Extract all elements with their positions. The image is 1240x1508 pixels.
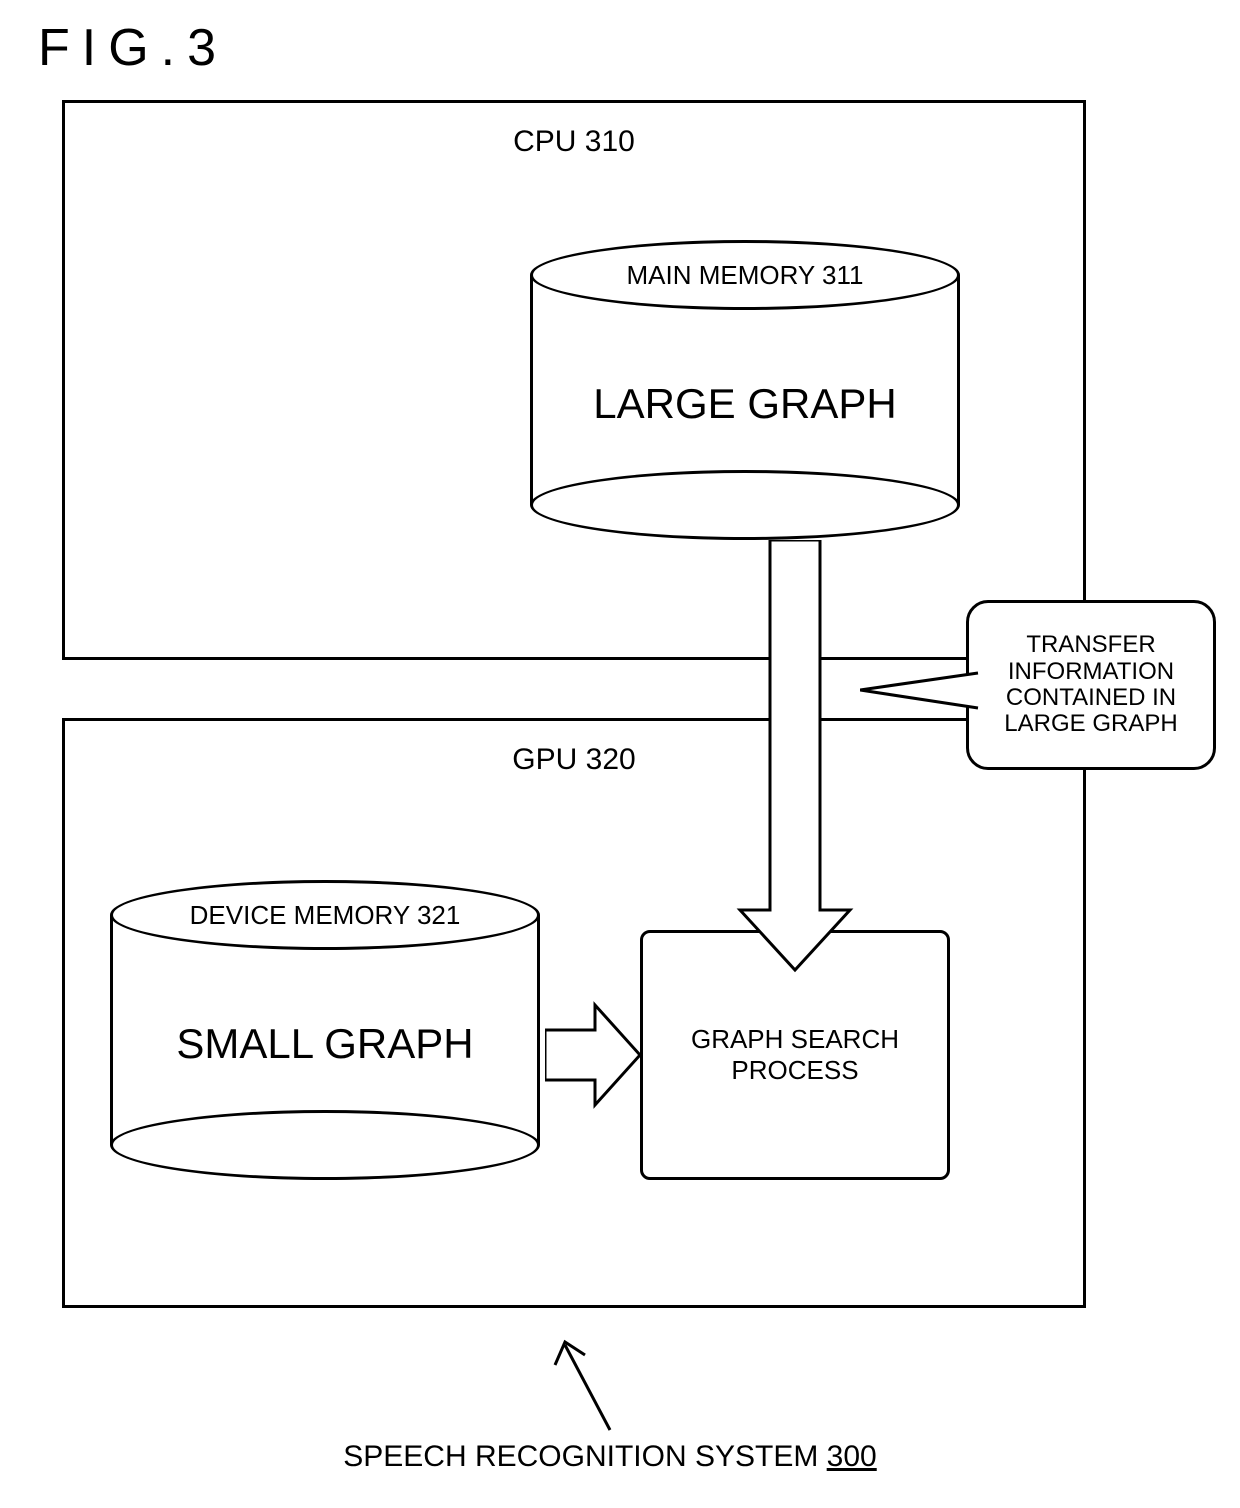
callout-tail-icon [860, 668, 980, 718]
main-memory-content: LARGE GRAPH [530, 380, 960, 428]
main-memory-title: MAIN MEMORY 311 [530, 260, 960, 291]
main-memory-cylinder: MAIN MEMORY 311 LARGE GRAPH [530, 240, 960, 540]
device-memory-title: DEVICE MEMORY 321 [110, 900, 540, 931]
system-label: SPEECH RECOGNITION SYSTEM 300 [310, 1440, 910, 1474]
device-memory-cylinder: DEVICE MEMORY 321 SMALL GRAPH [110, 880, 540, 1180]
down-arrow-icon [730, 540, 860, 990]
system-label-text: SPEECH RECOGNITION SYSTEM [343, 1440, 826, 1473]
gpu-label: GPU 320 [65, 743, 1083, 777]
right-arrow-icon [545, 1000, 645, 1110]
system-label-number: 300 [827, 1440, 877, 1473]
figure-title: FIG.3 [38, 18, 228, 78]
device-memory-content: SMALL GRAPH [110, 1020, 540, 1068]
diagram-canvas: FIG.3 CPU 310 GPU 320 MAIN MEMORY 311 LA… [0, 0, 1240, 1508]
transfer-callout: TRANSFER INFORMATION CONTAINED IN LARGE … [966, 600, 1216, 770]
pointer-arrow-icon [540, 1330, 640, 1440]
cpu-label: CPU 310 [65, 125, 1083, 159]
